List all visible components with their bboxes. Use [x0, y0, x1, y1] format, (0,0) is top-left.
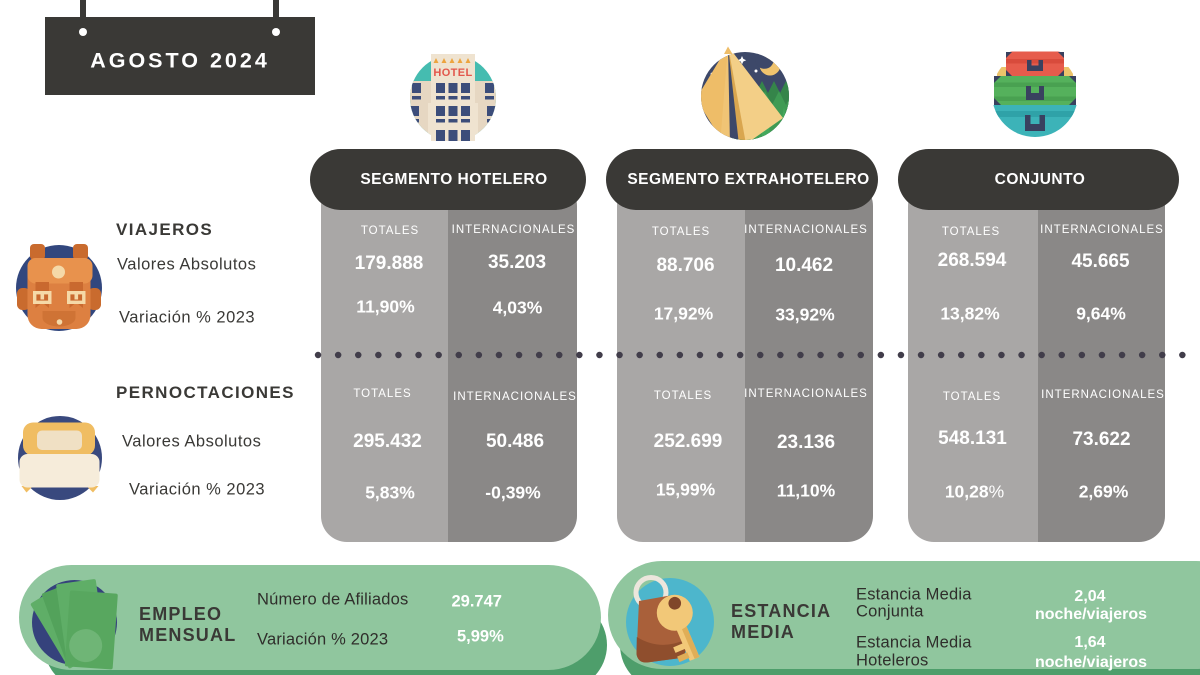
- svg-text:HOTEL: HOTEL: [433, 67, 472, 79]
